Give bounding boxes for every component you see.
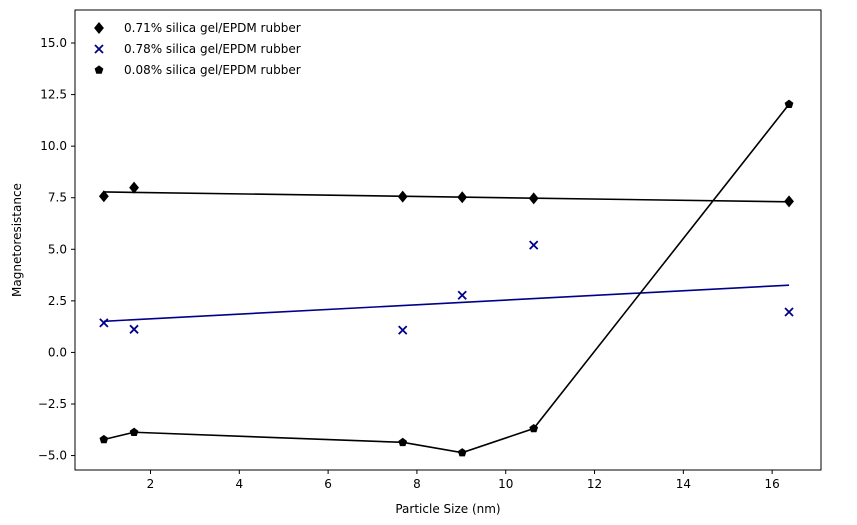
x-tick-label: 16 (765, 477, 780, 491)
x-tick-label: 2 (147, 477, 155, 491)
y-tick-label: 15.0 (40, 36, 67, 50)
series-2-point (129, 324, 139, 334)
series-1-point (98, 190, 109, 203)
series-lines (103, 103, 790, 454)
y-tick-label: 10.0 (40, 139, 67, 153)
legend-marker-3 (94, 65, 104, 74)
series-3-point (129, 427, 139, 436)
y-tick-label: −5.0 (38, 449, 67, 463)
y-tick-label: 12.5 (40, 88, 67, 102)
series-3-point (457, 448, 467, 457)
x-tick-label: 14 (676, 477, 691, 491)
x-tick-label: 10 (498, 477, 513, 491)
x-tick-label: 6 (324, 477, 332, 491)
y-tick-label: −2.5 (38, 397, 67, 411)
legend-label-3: 0.08% silica gel/EPDM rubber (124, 63, 301, 77)
legend-label-1: 0.71% silica gel/EPDM rubber (124, 21, 301, 35)
series-3-point (784, 99, 794, 108)
series-1-point (129, 181, 139, 194)
x-tick-label: 4 (235, 477, 243, 491)
series-2-point (784, 307, 794, 317)
series-3-point (398, 437, 408, 447)
y-axis-title: Magnetoresistance (10, 183, 24, 297)
series-2-line (103, 284, 790, 323)
series-3-point (99, 434, 109, 444)
legend-label-2: 0.78% silica gel/EPDM rubber (124, 42, 301, 56)
y-tick-label: 7.5 (48, 191, 67, 205)
series-2-point (99, 318, 109, 328)
y-tick-label: 2.5 (48, 294, 67, 308)
series-2-point (529, 240, 539, 250)
series-1-point (397, 190, 408, 203)
series-points (98, 99, 794, 457)
x-axis-ticks: 2 4 6 8 10 12 14 16 (147, 470, 780, 491)
series-2-point (398, 325, 408, 335)
series-2-point (457, 290, 467, 300)
y-axis-ticks: −5.0 −2.5 0.0 2.5 5.0 7.5 10.0 12.5 15.0 (38, 36, 75, 463)
y-tick-label: 5.0 (48, 242, 67, 256)
series-1-line (103, 191, 790, 203)
legend-marker-2 (94, 44, 104, 54)
x-tick-label: 12 (587, 477, 602, 491)
y-tick-label: 0.0 (48, 345, 67, 359)
series-1-point (784, 195, 794, 208)
legend-marker-1 (94, 22, 104, 34)
series-1-point (528, 192, 539, 205)
series-3-point (529, 423, 539, 433)
legend: 0.71% silica gel/EPDM rubber 0.78% silica… (94, 21, 301, 77)
series-3-line (103, 103, 790, 454)
x-axis-title: Particle Size (nm) (395, 502, 500, 516)
plot-frame (74, 9, 822, 471)
x-tick-label: 8 (413, 477, 421, 491)
series-1-point (457, 191, 468, 204)
